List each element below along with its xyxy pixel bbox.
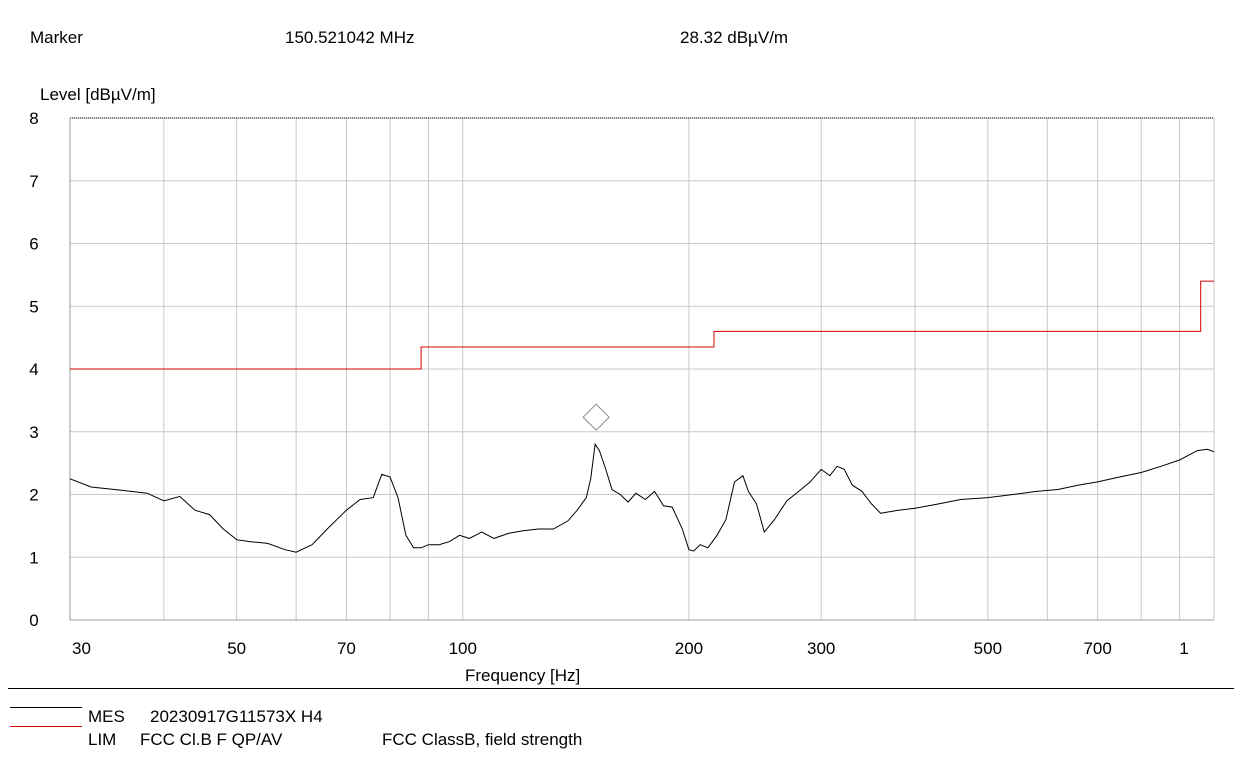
x-tick-label: 30 [72, 639, 91, 658]
y-tick-label: 4 [29, 360, 38, 379]
legend-mes-line [10, 707, 82, 708]
y-axis-label: Level [dBµV/m] [40, 85, 156, 104]
marker-label: Marker [30, 28, 83, 47]
y-tick-label: 5 [29, 297, 38, 316]
marker-level: 28.32 dBµV/m [680, 28, 789, 47]
legend-mes-text: 20230917G11573X H4 [150, 707, 323, 726]
legend-lim-description: FCC ClassB, field strength [382, 730, 583, 749]
y-tick-label: 2 [29, 486, 38, 505]
x-axis-label: Frequency [Hz] [465, 666, 581, 685]
legend-mes-code: MES [88, 707, 125, 726]
y-tick-label: 6 [29, 235, 38, 254]
y-tick-label: 3 [29, 423, 38, 442]
y-tick-label: 1 [29, 548, 38, 567]
measurement-trace [69, 442, 1215, 553]
x-tick-label: 1 [1179, 639, 1188, 658]
x-tick-label: 300 [807, 639, 835, 658]
limit-line [70, 280, 1214, 370]
legend-lim-line [10, 726, 82, 727]
x-tick-label: 50 [227, 639, 246, 658]
legend-lim-text: FCC Cl.B F QP/AV [140, 730, 283, 749]
x-tick-label: 700 [1083, 639, 1111, 658]
x-tick-label: 70 [337, 639, 356, 658]
marker-diamond [582, 403, 610, 431]
y-tick-label: 0 [29, 611, 38, 630]
x-tick-label: 500 [974, 639, 1002, 658]
marker-frequency: 150.521042 MHz [285, 28, 415, 47]
y-tick-label: 7 [29, 172, 38, 191]
x-tick-label: 100 [449, 639, 477, 658]
y-tick-label: 8 [29, 109, 38, 128]
x-tick-label: 200 [675, 639, 703, 658]
legend-lim-code: LIM [88, 730, 117, 749]
emission-chart: 0 1 2 3 4 5 6 7 8 30 50 70 100 200 300 500 700 1 [29, 109, 1215, 658]
legend-separator [8, 688, 1234, 689]
